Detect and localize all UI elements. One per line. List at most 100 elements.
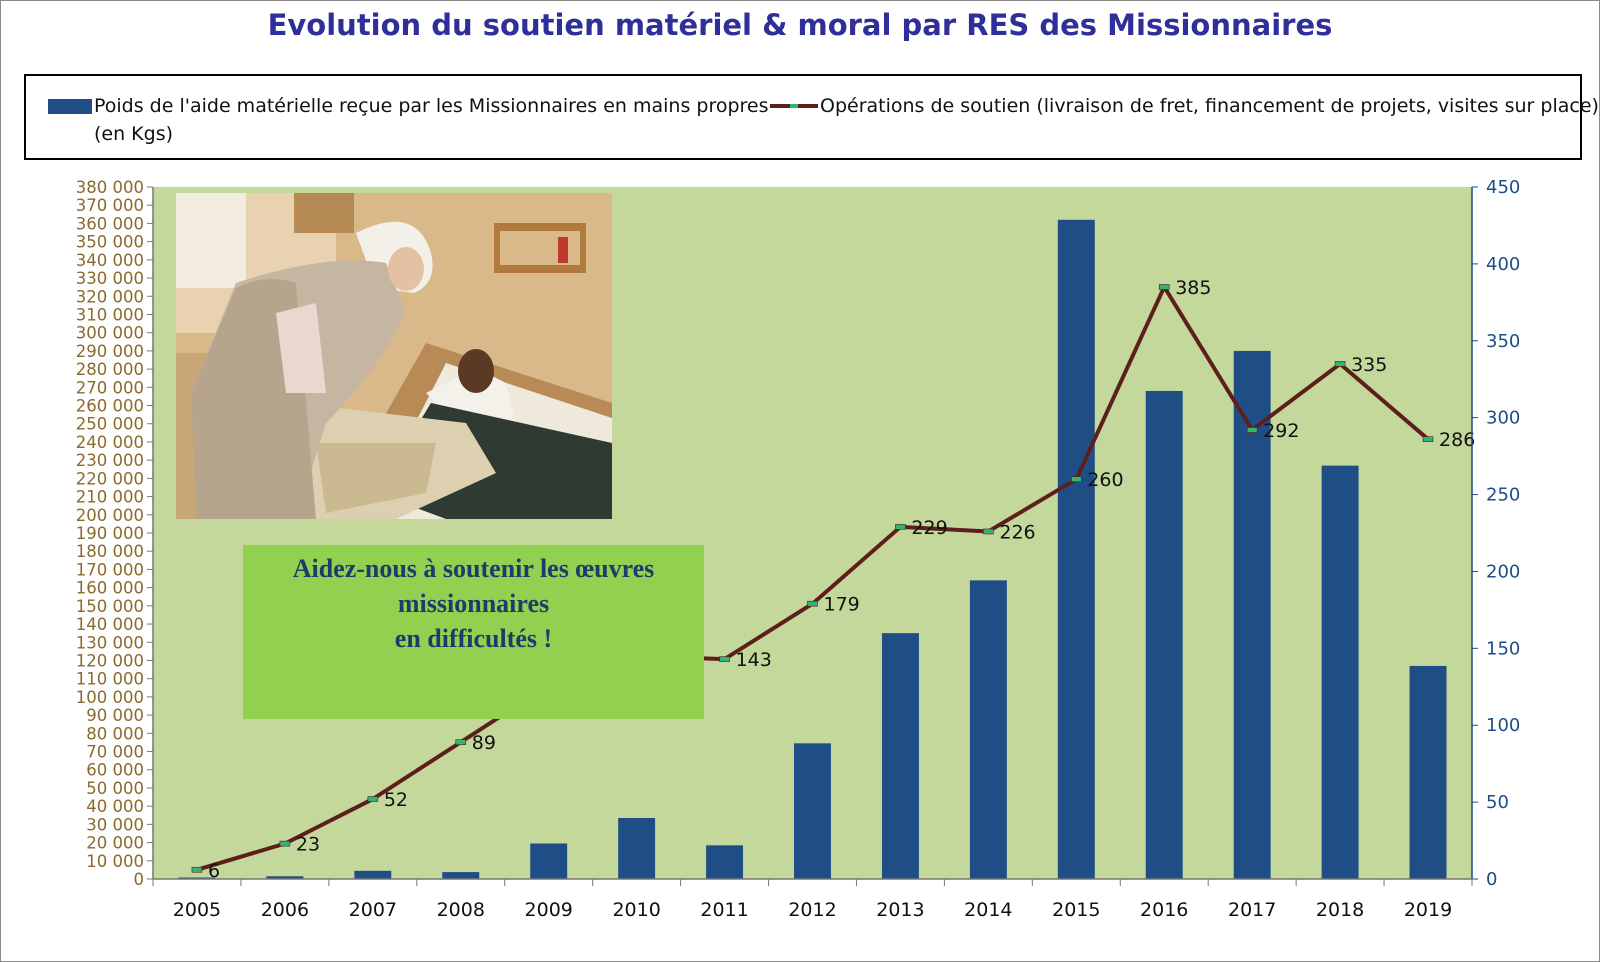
left-tick-label: 360 000 — [76, 214, 144, 233]
left-tick-label: 160 000 — [76, 579, 144, 598]
legend-bar-swatch — [48, 99, 92, 114]
x-tick-label-2013: 2013 — [876, 899, 924, 921]
left-tick-label: 240 000 — [76, 433, 144, 452]
left-tick-label: 230 000 — [76, 451, 144, 470]
x-tick-label-2009: 2009 — [525, 899, 573, 921]
chart-legend: Poids de l'aide matérielle reçue par les… — [24, 74, 1599, 160]
left-tick-label: 170 000 — [76, 560, 144, 579]
line-point-2007 — [367, 796, 379, 802]
x-tick-label-2012: 2012 — [788, 899, 836, 921]
left-tick-label: 300 000 — [76, 324, 144, 343]
line-data-label-2012: 179 — [824, 594, 860, 616]
x-tick-label-2011: 2011 — [700, 899, 748, 921]
line-point-2012 — [807, 600, 818, 607]
bar-2012 — [794, 743, 831, 879]
bar-2006 — [266, 876, 304, 879]
bar-2010 — [618, 817, 656, 879]
x-tick-label-2005: 2005 — [173, 899, 221, 921]
bar-2018 — [1321, 465, 1359, 879]
callout-line-1: Aidez-nous à soutenir les œuvres — [292, 554, 655, 583]
x-tick-label-2016: 2016 — [1140, 899, 1188, 921]
left-tick-label: 330 000 — [76, 269, 144, 288]
left-tick-label: 40 000 — [86, 797, 144, 816]
line-data-label-2011: 143 — [736, 649, 772, 671]
left-tick-label: 250 000 — [76, 415, 144, 434]
callout-line-2: missionnaires — [397, 589, 550, 618]
left-tick-label: 120 000 — [76, 651, 144, 670]
left-tick-label: 20 000 — [86, 834, 144, 853]
bar-2013 — [881, 633, 919, 879]
left-tick-label: 220 000 — [76, 469, 144, 488]
x-tick-label-2018: 2018 — [1316, 899, 1364, 921]
line-data-label-2015: 260 — [1087, 469, 1123, 491]
right-tick-label: 450 — [1486, 177, 1520, 198]
line-point-2016 — [1158, 284, 1170, 290]
left-tick-label: 190 000 — [76, 524, 144, 543]
left-tick-label: 200 000 — [76, 506, 144, 525]
line-data-label-2006: 23 — [296, 834, 320, 856]
left-tick-label: 270 000 — [76, 378, 144, 397]
right-tick-label: 400 — [1486, 254, 1520, 275]
right-tick-label: 50 — [1486, 792, 1509, 813]
x-tick-label-2017: 2017 — [1228, 899, 1276, 921]
right-tick-label: 350 — [1486, 331, 1520, 352]
x-tick-label-2006: 2006 — [261, 899, 309, 921]
bar-2009 — [530, 843, 568, 879]
line-data-label-2017: 292 — [1263, 420, 1299, 442]
chart-title: Evolution du soutien matériel & moral pa… — [267, 8, 1333, 42]
line-data-label-2005: 6 — [208, 860, 220, 882]
x-tick-label-2014: 2014 — [964, 899, 1012, 921]
x-tick-label-2015: 2015 — [1052, 899, 1100, 921]
bar-2015 — [1057, 219, 1095, 880]
line-point-2018 — [1334, 361, 1346, 367]
left-tick-label: 210 000 — [76, 488, 144, 507]
left-tick-label: 350 000 — [76, 233, 144, 252]
left-tick-label: 90 000 — [86, 706, 144, 725]
right-tick-label: 250 — [1486, 485, 1520, 506]
left-tick-label: 380 000 — [76, 178, 144, 197]
left-tick-label: 150 000 — [76, 597, 144, 616]
x-tick-label-2007: 2007 — [349, 899, 397, 921]
line-data-label-2008: 89 — [472, 732, 496, 754]
bar-2007 — [354, 870, 392, 879]
left-tick-label: 110 000 — [76, 670, 144, 689]
left-tick-label: 70 000 — [86, 743, 144, 762]
line-data-label-2014: 226 — [999, 521, 1035, 543]
line-data-label-2016: 385 — [1175, 277, 1211, 299]
line-point-2015 — [1071, 476, 1082, 482]
left-tick-label: 80 000 — [86, 724, 144, 743]
legend-bar-label: Poids de l'aide matérielle reçue par les… — [94, 95, 769, 145]
bar-2019 — [1409, 665, 1447, 879]
line-point-2011 — [719, 656, 730, 662]
left-tick-label: 340 000 — [76, 251, 144, 270]
line-point-2019 — [1422, 436, 1434, 442]
bar-2014 — [969, 580, 1007, 879]
bar-2008 — [442, 872, 480, 879]
left-tick-label: 30 000 — [86, 815, 144, 834]
line-data-label-2018: 335 — [1351, 354, 1387, 376]
line-point-2008 — [455, 739, 467, 745]
line-data-label-2013: 229 — [911, 517, 947, 539]
right-tick-label: 200 — [1486, 561, 1520, 582]
left-tick-label: 100 000 — [76, 688, 144, 707]
line-point-2005 — [191, 866, 203, 873]
right-tick-label: 150 — [1486, 638, 1520, 659]
left-tick-label: 320 000 — [76, 287, 144, 306]
callout-line-3: en difficultés ! — [394, 624, 553, 653]
bar-2017 — [1233, 350, 1271, 879]
left-tick-label: 130 000 — [76, 633, 144, 652]
bar-2016 — [1145, 390, 1183, 879]
nurse-photo — [176, 193, 612, 519]
line-data-label-2007: 52 — [384, 789, 408, 811]
left-tick-label: 260 000 — [76, 397, 144, 416]
left-tick-label: 140 000 — [76, 615, 144, 634]
help-callout: Aidez-nous à soutenir les œuvres mission… — [243, 545, 704, 719]
left-tick-label: 50 000 — [86, 779, 144, 798]
left-tick-label: 180 000 — [76, 542, 144, 561]
left-tick-label: 370 000 — [76, 196, 144, 215]
left-tick-label: 10 000 — [86, 852, 144, 871]
line-data-label-2019: 286 — [1439, 429, 1475, 451]
right-tick-label: 300 — [1486, 408, 1520, 429]
bar-2011 — [706, 845, 744, 879]
